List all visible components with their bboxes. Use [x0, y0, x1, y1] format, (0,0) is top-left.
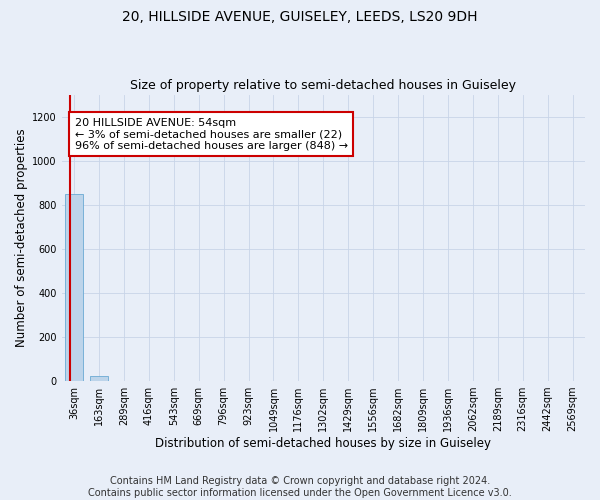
Bar: [89, 376, 109, 381]
Y-axis label: Number of semi-detached properties: Number of semi-detached properties: [15, 128, 28, 347]
X-axis label: Distribution of semi-detached houses by size in Guiseley: Distribution of semi-detached houses by …: [155, 437, 491, 450]
Bar: [65, 194, 83, 381]
Title: Size of property relative to semi-detached houses in Guiseley: Size of property relative to semi-detach…: [130, 79, 517, 92]
Text: Contains HM Land Registry data © Crown copyright and database right 2024.
Contai: Contains HM Land Registry data © Crown c…: [88, 476, 512, 498]
Text: 20, HILLSIDE AVENUE, GUISELEY, LEEDS, LS20 9DH: 20, HILLSIDE AVENUE, GUISELEY, LEEDS, LS…: [122, 10, 478, 24]
Text: 20 HILLSIDE AVENUE: 54sqm
← 3% of semi-detached houses are smaller (22)
96% of s: 20 HILLSIDE AVENUE: 54sqm ← 3% of semi-d…: [74, 118, 348, 151]
